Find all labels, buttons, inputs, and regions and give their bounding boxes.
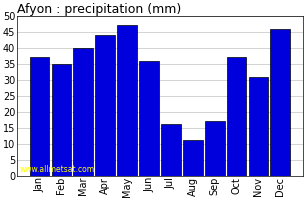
Bar [73,48,93,176]
Bar [183,140,203,176]
Bar [271,29,290,176]
Bar [30,57,49,176]
Bar [161,124,181,176]
Bar [139,61,159,176]
Bar [227,57,246,176]
Bar [248,77,268,176]
Bar [52,64,71,176]
Bar [205,121,225,176]
Text: Afyon : precipitation (mm): Afyon : precipitation (mm) [17,3,181,16]
Bar [95,35,115,176]
Text: www.allmetsat.com: www.allmetsat.com [20,165,95,174]
Bar [117,25,137,176]
